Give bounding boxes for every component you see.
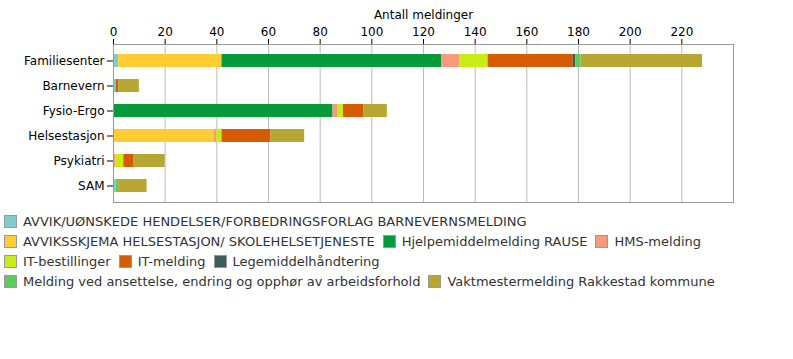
svg-text:Barnevern: Barnevern [42,79,104,93]
svg-text:Psykiatri: Psykiatri [54,154,105,168]
svg-text:40: 40 [209,25,224,39]
svg-text:SAM: SAM [78,179,104,193]
svg-text:200: 200 [619,25,642,39]
html-text:AVVIKSSKJEMA HELSESTASJON/ SKO: AVVIKSSKJEMA HELSESTASJON/ SKOLEHELSETJE… [23,234,375,249]
svg-text:160: 160 [515,25,538,39]
svg-text:120: 120 [412,25,435,39]
html-text:Vaktmestermelding Rakkestad ko: Vaktmestermelding Rakkestad kommune [447,274,715,289]
svg-text:60: 60 [261,25,276,39]
html-text:Legemiddelhåndtering: Legemiddelhåndtering [232,254,380,269]
svg-text:140: 140 [464,25,487,39]
html-text:IT-bestillinger: IT-bestillinger [23,254,111,269]
html-text:HMS-melding: HMS-melding [614,234,701,249]
svg-text:80: 80 [313,25,328,39]
svg-text:Helsestasjon: Helsestasjon [28,129,104,143]
svg-text:Familiesenter: Familiesenter [24,54,105,68]
html-text:AVVIK/UØNSKEDE HENDELSER/FORBE: AVVIK/UØNSKEDE HENDELSER/FORBEDRINGSFORL… [23,214,527,229]
html-text:Melding ved ansettelse, endrin: Melding ved ansettelse, endring og opphø… [23,274,421,289]
svg-text:Fysio-Ergo: Fysio-Ergo [43,104,105,118]
svg-text:220: 220 [670,25,693,39]
html-text:IT-melding: IT-melding [137,254,206,269]
svg-text:0: 0 [110,25,118,39]
svg-text:20: 20 [158,25,173,39]
svg-text:180: 180 [567,25,590,39]
svg-text:100: 100 [360,25,383,39]
svg-text:Antall meldinger: Antall meldinger [374,8,473,22]
html-text:Hjelpemiddelmelding RAUSE: Hjelpemiddelmelding RAUSE [401,234,588,249]
